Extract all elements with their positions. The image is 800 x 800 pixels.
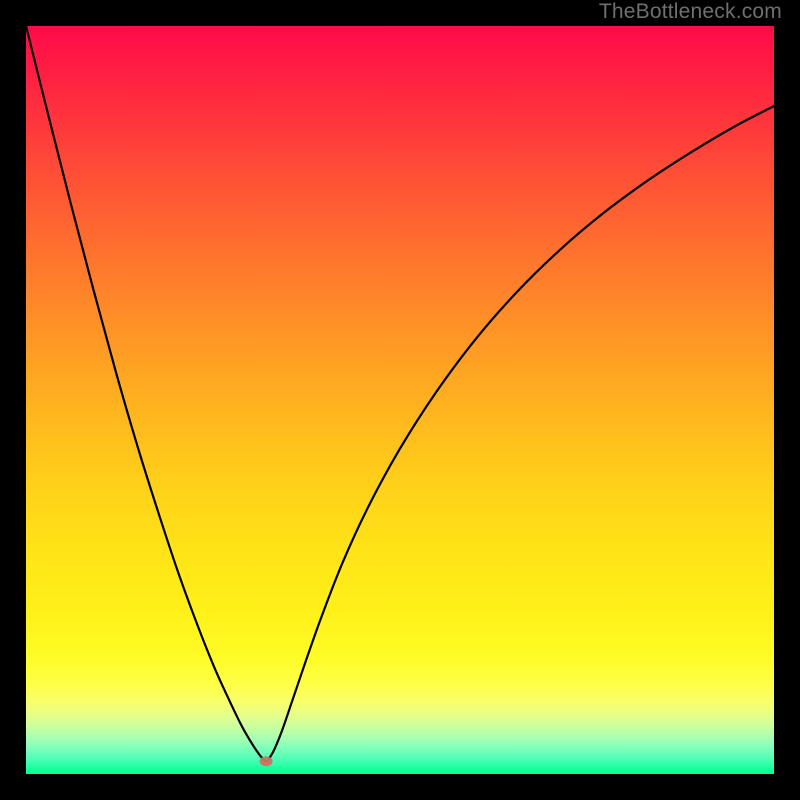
chart-root: { "meta": { "watermark": "TheBottleneck.… (0, 0, 800, 800)
bottleneck-chart (0, 0, 800, 800)
plot-background (26, 26, 774, 774)
curve-minimum-marker (260, 756, 273, 766)
watermark-text: TheBottleneck.com (599, 0, 782, 24)
